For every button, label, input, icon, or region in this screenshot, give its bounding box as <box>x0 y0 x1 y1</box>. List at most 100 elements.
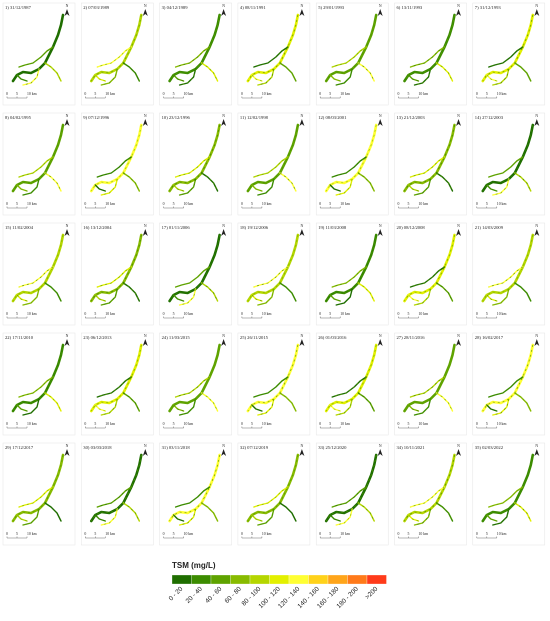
river-channel-shade <box>257 508 275 526</box>
panel-frame <box>81 442 154 546</box>
north-label: N <box>222 444 225 448</box>
river-channel-shade <box>414 68 431 86</box>
river-channel-shade <box>279 282 297 302</box>
river-channel-shade <box>175 486 210 508</box>
river-channel-shade <box>408 514 419 522</box>
north-arrow <box>142 9 148 16</box>
scale-label: 0 <box>163 92 165 96</box>
scale-label: 10 km <box>105 422 115 426</box>
panel-label: 34) 10/11/2021 <box>397 445 426 450</box>
river-channel-shade <box>123 62 140 82</box>
scale-label: 5 <box>173 532 175 536</box>
north-arrow <box>221 449 227 456</box>
scale-label: 10 km <box>105 92 115 96</box>
river-channel-shade <box>95 514 106 522</box>
north-arrow <box>377 229 383 236</box>
map-panel: 28) 16/02/2017 N 0 5 10 km <box>472 332 546 436</box>
scale-label: 10 km <box>340 422 350 426</box>
river-channel-shade <box>22 68 40 86</box>
scale-label: 0 <box>398 422 400 426</box>
scale-label: 10 km <box>184 532 194 536</box>
river-channel-shade <box>18 266 54 288</box>
north-arrow <box>64 9 70 16</box>
north-arrow <box>142 229 148 236</box>
river-channel-shade <box>336 288 353 306</box>
scale-label: 0 <box>163 532 165 536</box>
scale-label: 10 km <box>27 202 37 206</box>
legend-title: TSM (mg/L) <box>172 561 216 570</box>
map-panel: 23) 06/12/2013 N 0 5 10 km <box>81 332 154 436</box>
map-panel: 3) 04/12/1989 N 0 5 10 km <box>159 2 232 106</box>
north-label: N <box>301 224 304 228</box>
north-label: N <box>535 4 538 8</box>
panel-label: 18) 19/12/2006 <box>240 225 269 230</box>
scale-label: 0 <box>476 422 478 426</box>
panel-frame <box>472 332 546 436</box>
river-channel-shade <box>414 178 431 196</box>
panel-frame <box>472 2 546 106</box>
river-channel-shade <box>436 392 453 412</box>
north-label: N <box>222 4 225 8</box>
river-channel-shade <box>251 404 262 412</box>
scale-label: 10 km <box>340 532 350 536</box>
scale-label: 0 <box>241 312 243 316</box>
river-channel-shade <box>332 376 367 398</box>
river-channel-shade <box>253 46 289 68</box>
legend-swatch <box>230 574 251 585</box>
panel-label: 26) 01/03/2016 <box>318 335 347 340</box>
river-channel-shade <box>18 156 54 178</box>
scale-label: 5 <box>486 532 488 536</box>
river-channel-shade <box>410 376 445 398</box>
river-channel-shade <box>514 172 532 192</box>
panel-label: 32) 07/12/2019 <box>240 445 269 450</box>
map-panel: 7) 31/12/1993 N 0 5 10 km <box>472 2 546 106</box>
river-channel-shade <box>18 376 54 398</box>
scale-label: 10 km <box>27 92 37 96</box>
panel-label: 3) 04/12/1989 <box>162 5 189 10</box>
river-channel-shade <box>173 404 184 412</box>
panel-label: 24) 11/03/2015 <box>162 335 191 340</box>
river-channel-shade <box>329 514 341 522</box>
scale-label: 10 km <box>262 312 272 316</box>
scale-label: 10 km <box>184 92 194 96</box>
legend-swatch <box>171 574 192 585</box>
panel-label: 2) 07/03/1989 <box>83 5 110 10</box>
river-channel-shade <box>358 62 375 82</box>
north-arrow <box>64 229 70 236</box>
river-channel-shade <box>414 508 431 526</box>
river-channel-shade <box>97 266 132 288</box>
map-panel: 6) 13/11/1993 N 0 5 10 km <box>394 2 467 106</box>
river-channel-shade <box>251 74 262 82</box>
river-channel-shade <box>488 376 523 398</box>
north-arrow <box>456 119 461 126</box>
legend-swatch <box>249 574 270 585</box>
scale-label: 0 <box>84 202 86 206</box>
panel-label: 20) 08/12/2008 <box>397 225 426 230</box>
north-label: N <box>301 4 304 8</box>
river-channel-shade <box>332 266 367 288</box>
map-panel: 30) 03/03/2018 N 0 5 10 km <box>81 442 154 546</box>
river-channel-shade <box>101 288 118 306</box>
scale-label: 0 <box>6 92 8 96</box>
river-channel-shade <box>488 156 523 178</box>
scale-label: 0 <box>241 532 243 536</box>
north-label: N <box>535 224 538 228</box>
north-arrow <box>377 449 383 456</box>
north-arrow <box>221 229 227 236</box>
north-arrow <box>64 339 70 346</box>
map-panel: 15) 11/02/2004 N 0 5 10 km <box>2 222 76 326</box>
river-channel-shade <box>514 62 532 82</box>
scale-label: 0 <box>319 92 321 96</box>
river-channel-shade <box>436 172 453 192</box>
map-panel: 5) 29/01/1993 N 0 5 10 km <box>315 2 389 106</box>
map-panel: 31) 03/11/2018 N 0 5 10 km <box>159 442 232 546</box>
river-channel-shade <box>358 392 375 412</box>
scale-label: 10 km <box>419 312 429 316</box>
map-panel: 12) 08/03/2001 N 0 5 10 km <box>315 112 389 216</box>
river-channel-shade <box>201 62 218 82</box>
panel-frame <box>81 332 154 436</box>
north-arrow <box>299 9 305 16</box>
scale-label: 5 <box>94 422 96 426</box>
scale-label: 5 <box>329 202 331 206</box>
scale-label: 10 km <box>27 312 37 316</box>
